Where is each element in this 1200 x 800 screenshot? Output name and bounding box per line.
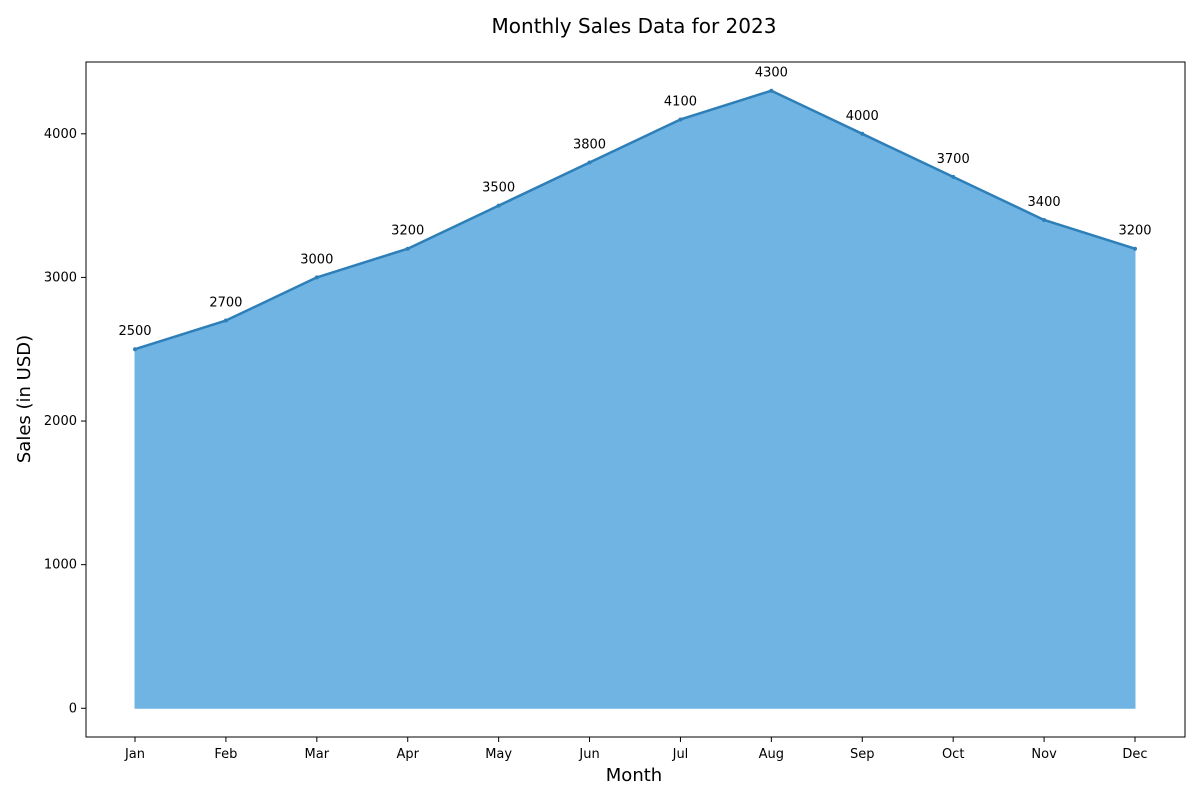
data-label: 4000 bbox=[846, 109, 879, 124]
data-label: 3200 bbox=[391, 224, 424, 239]
x-tick-label: Aug bbox=[759, 747, 784, 762]
data-point bbox=[951, 174, 956, 179]
data-point bbox=[1042, 217, 1047, 222]
data-label: 3200 bbox=[1118, 224, 1151, 239]
data-label: 3500 bbox=[482, 181, 515, 196]
y-axis-label: Sales (in USD) bbox=[14, 335, 35, 463]
data-point bbox=[587, 160, 592, 165]
x-tick-label: Jul bbox=[672, 747, 689, 762]
x-tick-label: Feb bbox=[214, 747, 237, 762]
x-tick-label: Sep bbox=[850, 747, 875, 762]
x-axis-ticks: Jan Feb Mar Apr May Jun Jul Aug Sep Oct Nov Dec bbox=[124, 737, 1148, 762]
x-tick-label: Oct bbox=[942, 747, 964, 762]
x-tick-label: May bbox=[485, 747, 512, 762]
data-label: 4300 bbox=[755, 66, 788, 81]
sales-line bbox=[133, 89, 1137, 351]
data-point bbox=[860, 131, 865, 136]
data-point bbox=[496, 203, 501, 208]
plot-frame bbox=[85, 61, 1186, 738]
data-label: 3800 bbox=[573, 138, 606, 153]
y-tick-label: 0 bbox=[69, 701, 77, 716]
data-point bbox=[314, 275, 319, 280]
chart-title: Monthly Sales Data for 2023 bbox=[492, 14, 777, 38]
data-point bbox=[405, 246, 410, 251]
data-label: 2700 bbox=[209, 296, 242, 311]
data-points bbox=[133, 88, 1137, 352]
y-tick-label: 4000 bbox=[44, 127, 77, 142]
x-tick-label: Dec bbox=[1122, 747, 1147, 762]
data-label: 3400 bbox=[1028, 195, 1061, 210]
y-tick-label: 3000 bbox=[44, 270, 77, 285]
x-tick-label: Apr bbox=[396, 747, 419, 762]
data-point bbox=[1133, 246, 1137, 251]
data-point bbox=[678, 117, 683, 122]
data-label: 3000 bbox=[300, 252, 333, 267]
data-point bbox=[223, 318, 228, 323]
y-axis-ticks: 0 1000 2000 3000 4000 bbox=[44, 127, 86, 716]
data-point bbox=[133, 347, 137, 352]
x-tick-label: Jan bbox=[124, 747, 145, 762]
data-labels: 2500 2700 3000 3200 3500 3800 4100 4300 4000 3700… bbox=[118, 66, 1151, 340]
y-tick-label: 1000 bbox=[44, 558, 77, 573]
data-label: 3700 bbox=[937, 152, 970, 167]
data-point bbox=[769, 88, 774, 93]
data-label: 2500 bbox=[118, 324, 151, 339]
x-tick-label: Nov bbox=[1031, 747, 1057, 762]
sales-area-fill bbox=[134, 90, 1136, 709]
x-axis-label: Month bbox=[606, 765, 662, 786]
x-tick-label: Jun bbox=[578, 747, 599, 762]
x-tick-label: Mar bbox=[305, 747, 330, 762]
y-tick-label: 2000 bbox=[44, 414, 77, 429]
data-label: 4100 bbox=[664, 94, 697, 109]
